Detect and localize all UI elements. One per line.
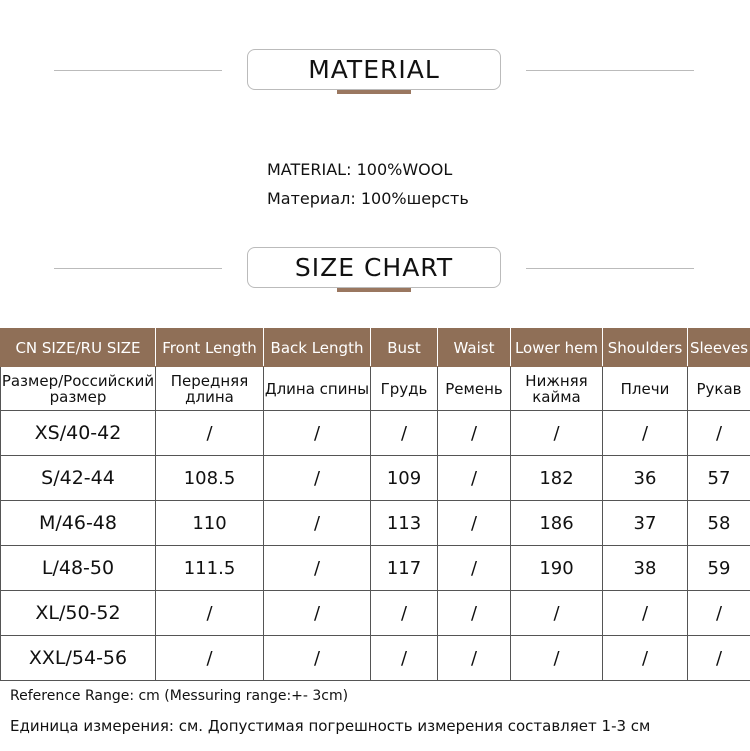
table-cell: 182 <box>510 455 603 501</box>
table-cell: / <box>370 590 438 636</box>
header-row: CN SIZE/RU SIZE Front Length Back Length Bu… <box>0 328 750 367</box>
table-row: M/46-48 110/113/186 37 58 <box>0 500 750 546</box>
table-cell: Грудь <box>370 366 438 411</box>
table-cell: XXL/54-56 <box>0 635 156 681</box>
table-cell: Bust <box>370 328 438 367</box>
table-cell: Back Length <box>263 328 371 367</box>
table-cell: / <box>602 410 688 456</box>
table-cell: / <box>437 500 511 546</box>
divider <box>54 268 222 269</box>
table-cell: / <box>687 590 750 636</box>
table-cell: 186 <box>510 500 603 546</box>
table-cell: / <box>370 410 438 456</box>
table-cell: / <box>155 635 264 681</box>
material-heading: MATERIAL <box>0 49 750 94</box>
table-cell: 190 <box>510 545 603 591</box>
table-cell: CN SIZE/RU SIZE <box>0 328 156 367</box>
table-cell: XL/50-52 <box>0 590 156 636</box>
table-cell: / <box>437 545 511 591</box>
table-row: XXL/54-56// / / / / / <box>0 635 750 681</box>
table-cell: 36 <box>602 455 688 501</box>
table-cell: / <box>437 455 511 501</box>
material-title: MATERIAL <box>247 49 501 90</box>
table-cell: Плечи <box>602 366 688 411</box>
table-cell: / <box>155 590 264 636</box>
table-cell: Передняя длина <box>155 366 264 411</box>
table-cell: Waist <box>437 328 511 367</box>
table-row: XS/40-42// / / / / / <box>0 410 750 456</box>
table-cell: 117 <box>370 545 438 591</box>
table-row: XL/50-52// / / / / / <box>0 590 750 636</box>
table-cell: / <box>263 500 371 546</box>
table-cell: / <box>437 410 511 456</box>
table-cell: 57 <box>687 455 750 501</box>
material-line-ru: Материал: 100%шерсть <box>267 189 469 208</box>
label: MATERIAL: <box>267 160 352 179</box>
table-cell: L/48-50 <box>0 545 156 591</box>
value: 100%WOOL <box>356 160 453 179</box>
material-line-en: MATERIAL: 100%WOOL <box>267 160 452 179</box>
table-cell: Размер/Российский размер <box>0 366 156 411</box>
table-cell: / <box>155 410 264 456</box>
size-chart-title: SIZE CHART <box>247 247 501 288</box>
table-cell: 110 <box>155 500 264 546</box>
table-cell: 111.5 <box>155 545 264 591</box>
divider <box>526 70 694 71</box>
accent-bar <box>337 90 411 94</box>
table-row: L/48-50 111.5/117/190 38 59 <box>0 545 750 591</box>
table-cell: / <box>687 410 750 456</box>
table-cell: / <box>510 635 603 681</box>
footer-en: Reference Range: cm (Messuring range:+- … <box>10 688 349 704</box>
table-cell: Нижняя кайма <box>510 366 603 411</box>
table-cell: Front Length <box>155 328 264 367</box>
table-row: S/42-44 108.5/109/182 36 57 <box>0 455 750 501</box>
subheader-row: Размер/Российский размер Передняя длина Дл… <box>0 366 750 411</box>
table-cell: / <box>263 410 371 456</box>
table-cell: Рукав <box>687 366 750 411</box>
table-cell: / <box>370 635 438 681</box>
divider <box>526 268 694 269</box>
table-cell: 37 <box>602 500 688 546</box>
table-cell: / <box>687 635 750 681</box>
table-cell: 59 <box>687 545 750 591</box>
table-cell: / <box>263 545 371 591</box>
table-cell: / <box>263 455 371 501</box>
table-cell: / <box>602 590 688 636</box>
table-cell: S/42-44 <box>0 455 156 501</box>
table-cell: / <box>263 590 371 636</box>
table-cell: Lower hem <box>510 328 603 367</box>
size-chart-heading: SIZE CHART <box>0 247 750 292</box>
table-cell: 58 <box>687 500 750 546</box>
table-cell: / <box>263 635 371 681</box>
table-cell: / <box>437 635 511 681</box>
table-cell: XS/40-42 <box>0 410 156 456</box>
value: 100%шерсть <box>360 189 469 208</box>
table-cell: / <box>602 635 688 681</box>
table-cell: Длина спины <box>263 366 371 411</box>
label: Материал: <box>267 189 356 208</box>
accent-bar <box>337 288 411 292</box>
size-table: CN SIZE/RU SIZE Front Length Back Length Bu… <box>0 328 750 681</box>
table-cell: 108.5 <box>155 455 264 501</box>
table-cell: M/46-48 <box>0 500 156 546</box>
table-cell: / <box>510 410 603 456</box>
table-cell: Ремень <box>437 366 511 411</box>
divider <box>54 70 222 71</box>
table-cell: Sleeves <box>687 328 750 367</box>
footer-ru: Единица измерения: см. Допустимая погреш… <box>10 717 651 735</box>
table-cell: / <box>510 590 603 636</box>
table-cell: / <box>437 590 511 636</box>
table-cell: 113 <box>370 500 438 546</box>
table-cell: 38 <box>602 545 688 591</box>
table-cell: 109 <box>370 455 438 501</box>
table-cell: Shoulders <box>602 328 688 367</box>
